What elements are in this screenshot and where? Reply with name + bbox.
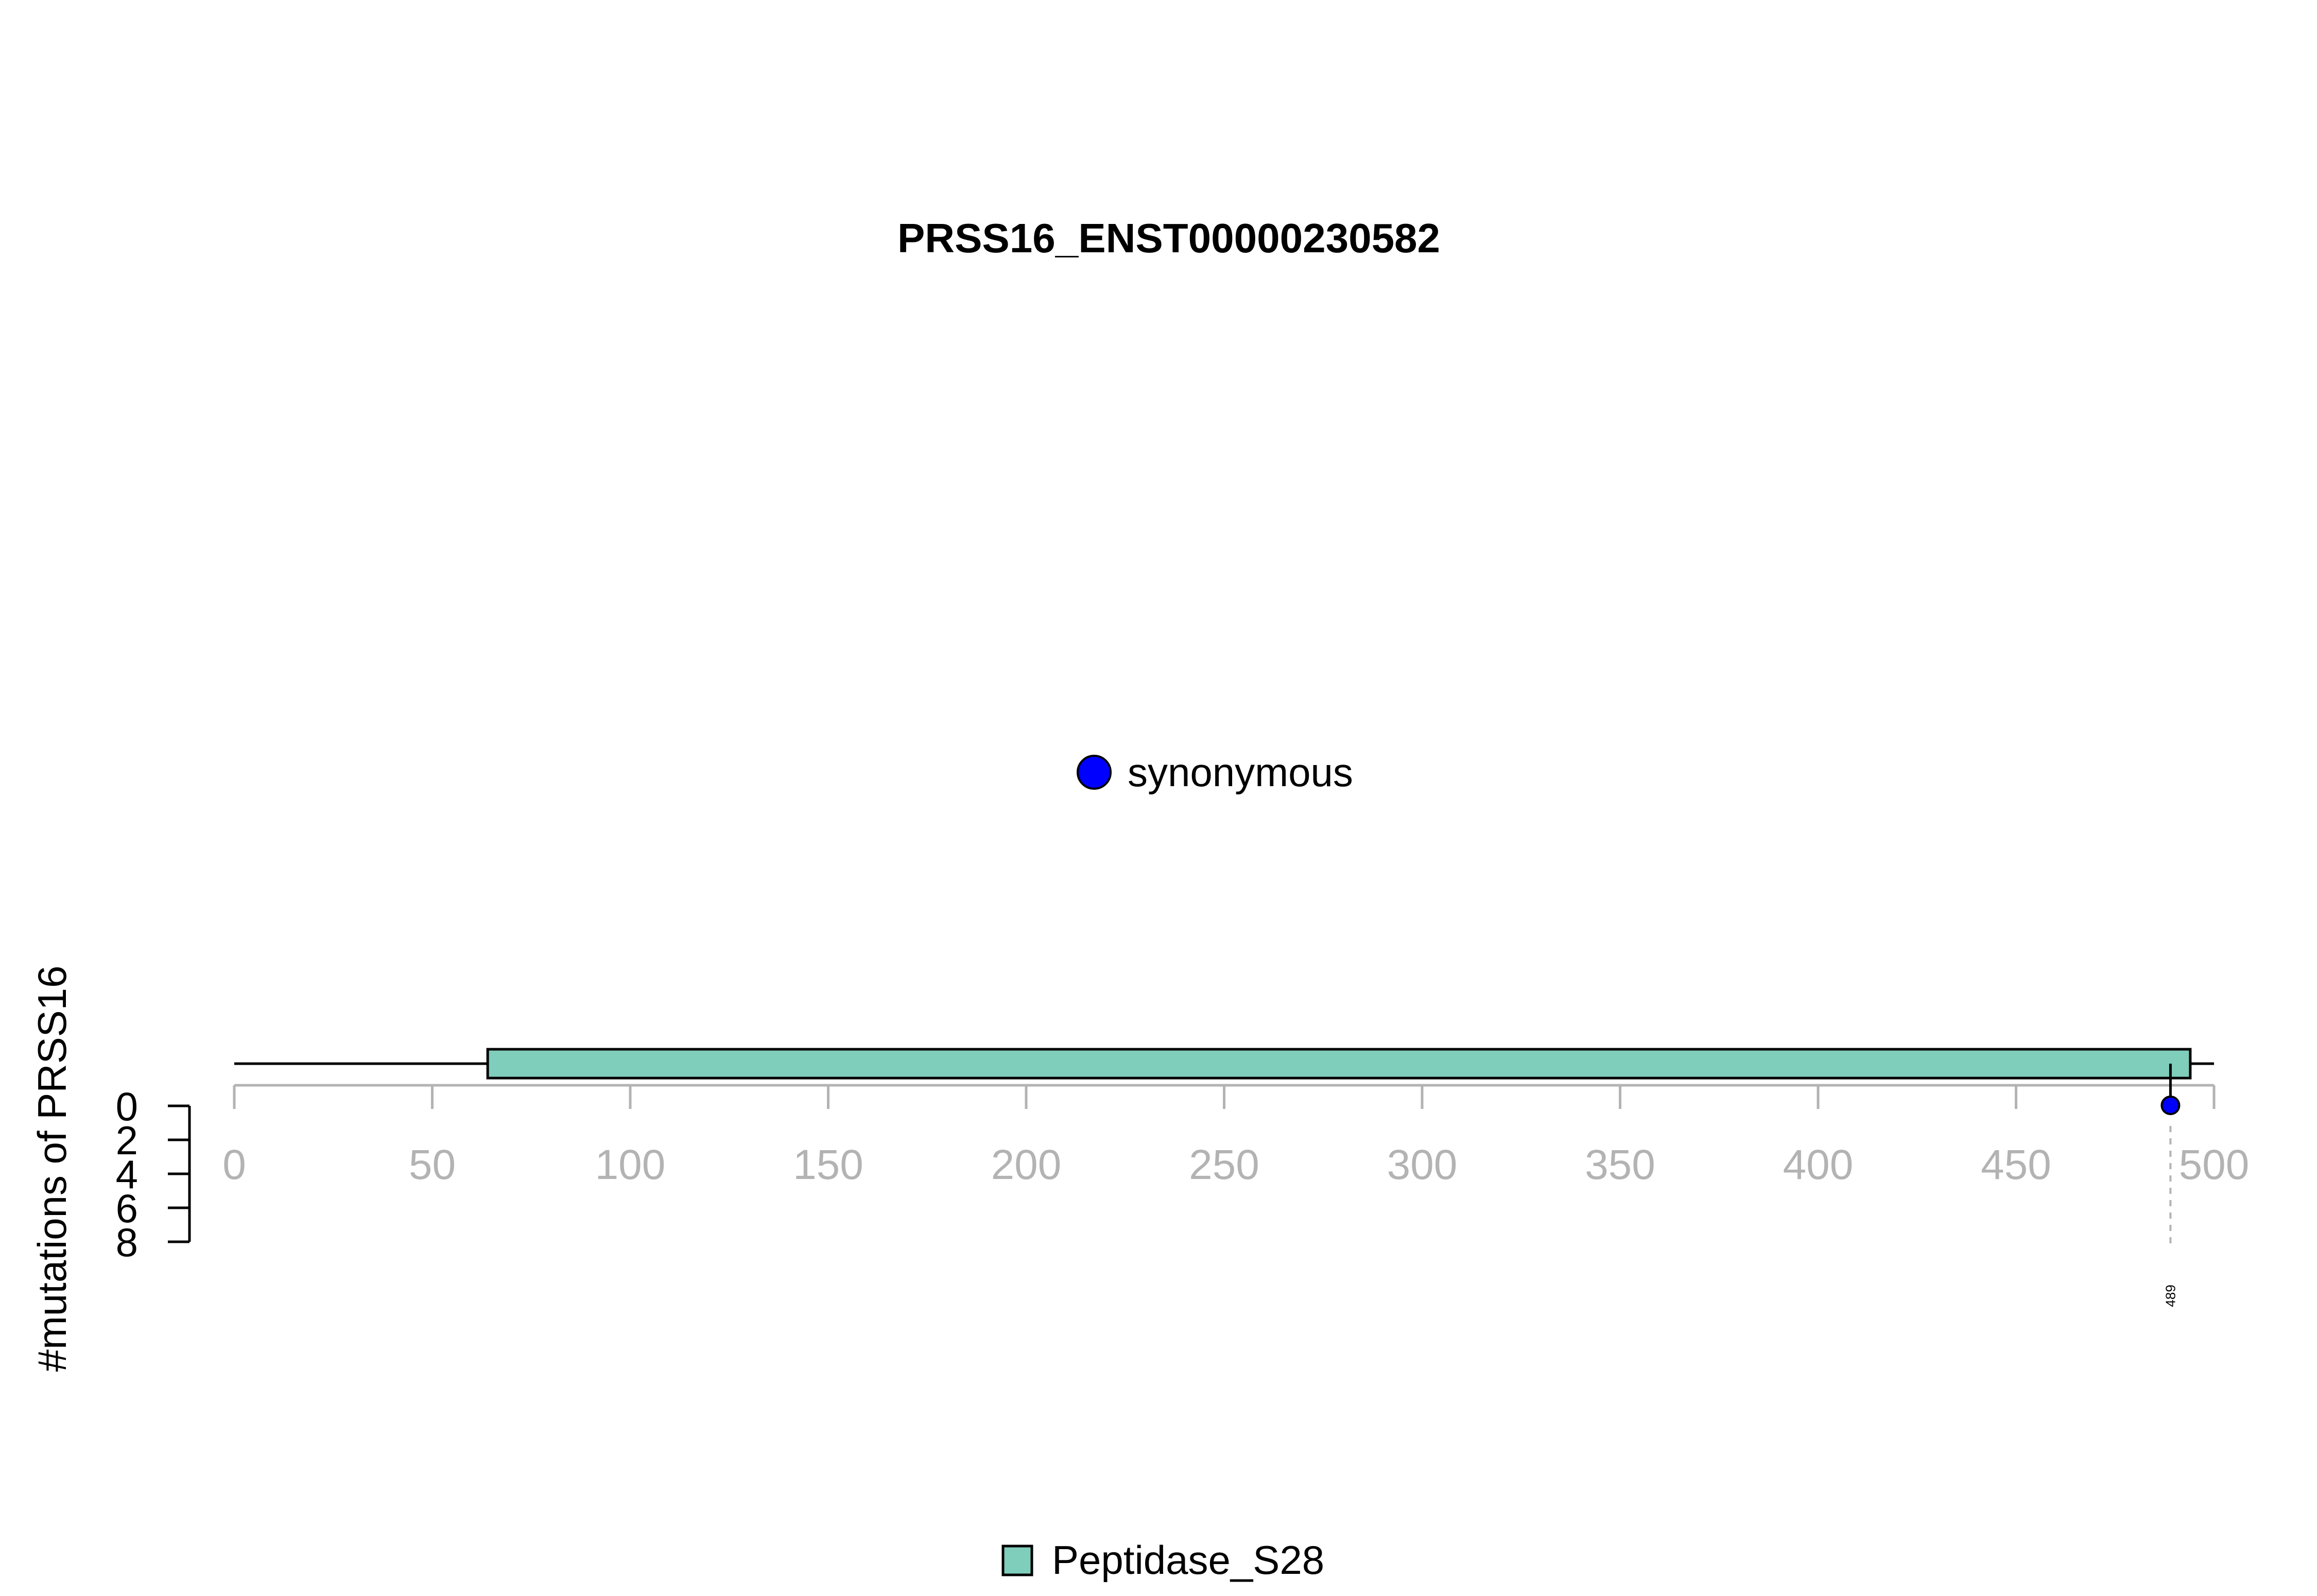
protein-track <box>234 1048 2214 1080</box>
x-tick-label-450: 450 <box>1981 1141 2051 1188</box>
chart-title: PRSS16_ENST00000230582 <box>897 215 1440 261</box>
y-axis-label: #mutations of PRSS16 <box>29 965 75 1372</box>
x-tick-label-250: 250 <box>1189 1141 1259 1188</box>
mutation-lollipops: 489 <box>2160 1064 2181 1307</box>
x-tick-label-400: 400 <box>1783 1141 1854 1188</box>
x-tick-label-500: 500 <box>2179 1141 2250 1188</box>
mutation-legend: synonymous <box>1077 750 1353 795</box>
peptidase-s28-legend-label: Peptidase_S28 <box>1052 1537 1324 1583</box>
y-tick-label-6: 6 <box>116 1186 138 1231</box>
x-tick-label-100: 100 <box>595 1141 666 1188</box>
domain-legend: Peptidase_S28 <box>1001 1537 1324 1583</box>
x-tick-label-50: 50 <box>409 1141 456 1188</box>
mutation-position-label-489: 489 <box>2163 1285 2178 1307</box>
x-tick-label-200: 200 <box>991 1141 1062 1188</box>
synonymous-legend-label: synonymous <box>1128 750 1353 795</box>
y-tick-label-8: 8 <box>116 1220 138 1265</box>
x-tick-label-350: 350 <box>1585 1141 1655 1188</box>
synonymous-legend-swatch <box>1077 755 1112 790</box>
domain-peptidase-s28 <box>486 1048 2192 1080</box>
x-tick-label-300: 300 <box>1387 1141 1458 1188</box>
x-tick-label-150: 150 <box>793 1141 863 1188</box>
y-tick-label-2: 2 <box>116 1118 138 1163</box>
peptidase-s28-legend-swatch <box>1001 1545 1033 1576</box>
y-tick-label-0: 0 <box>116 1084 138 1129</box>
mutation-head-489 <box>2160 1096 2181 1115</box>
y-tick-label-4: 4 <box>116 1152 138 1197</box>
x-axis: 0 50 100 150 200 250 300 350 400 450 500 <box>222 1084 2250 1188</box>
x-tick-label-0: 0 <box>222 1141 246 1188</box>
